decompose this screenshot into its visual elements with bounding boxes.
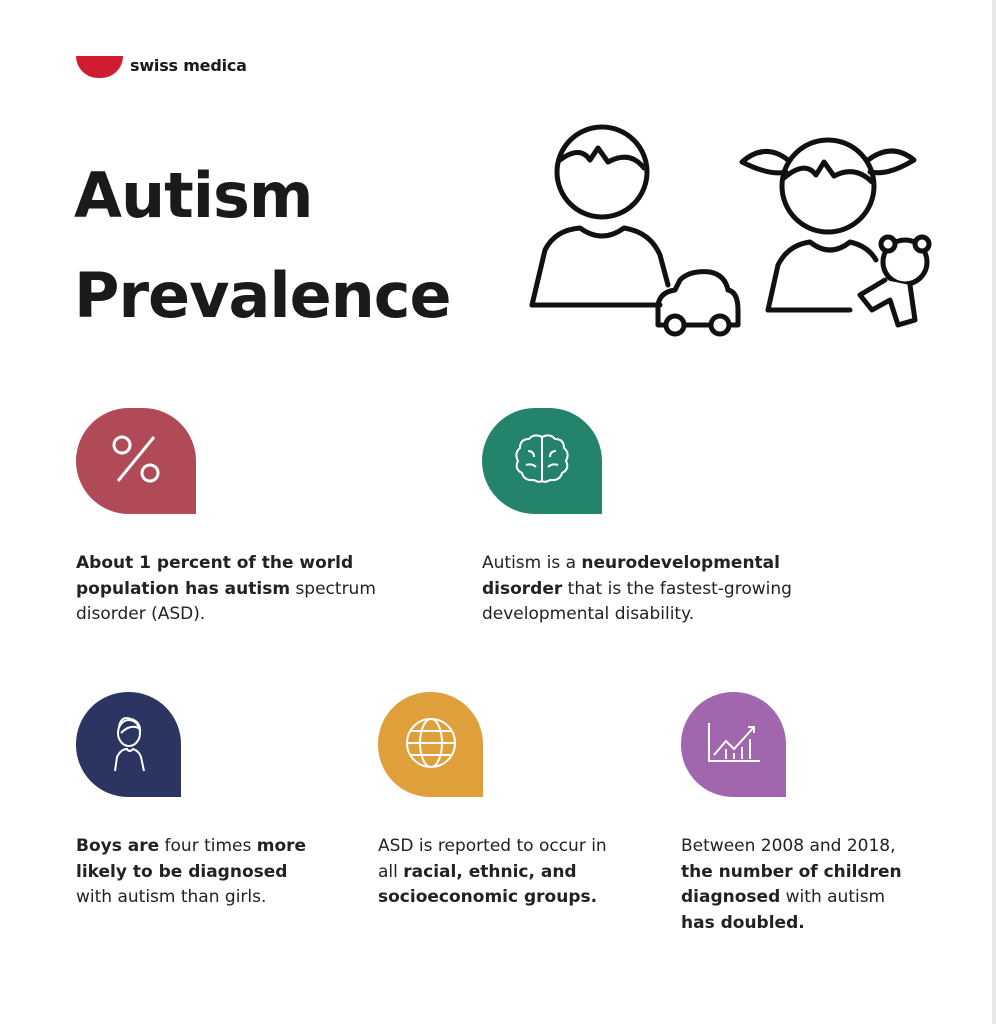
brain-icon	[512, 431, 572, 491]
chart-icon	[706, 721, 762, 769]
fact-text: ASD is reported to occur in all racial, …	[378, 834, 628, 911]
title-line-1: Autism	[74, 159, 314, 232]
page-edge	[992, 0, 996, 1024]
fact-text: Boys are four times more likely to be di…	[76, 834, 326, 911]
fact-text-regular: ASD is reported to occur in all	[378, 836, 607, 882]
fact-text: Autism is a neurodevelopmental disorder …	[482, 551, 822, 628]
title-line-2: Prevalence	[74, 259, 452, 332]
fact-text-bold: neurodevelopmental disorder	[482, 553, 780, 599]
boy-figure-icon	[529, 124, 671, 308]
fact-text-bold: has doubled.	[681, 912, 805, 933]
fact-text-regular: Between 2008 and 2018,	[681, 836, 896, 856]
fact-icon-badge	[378, 692, 483, 797]
brand-logo-mark	[76, 56, 123, 78]
page-title: Autism Prevalence	[74, 146, 452, 346]
percent-icon	[104, 427, 168, 495]
children-illustration	[529, 124, 932, 337]
toy-car-icon	[655, 269, 741, 337]
fact-text-bold: the number of children diagnosed	[681, 861, 902, 908]
fact-text-bold: more likely to be diagnosed	[76, 836, 307, 882]
brand-name: swiss medica	[130, 56, 247, 75]
globe-icon	[403, 715, 459, 775]
fact-text-regular: Autism is a	[482, 553, 582, 573]
fact-icon-badge	[76, 408, 196, 514]
fact-text-regular: with autism	[780, 887, 886, 907]
boy-icon	[107, 713, 151, 777]
fact-text: Between 2008 and 2018, the number of chi…	[681, 834, 921, 936]
fact-text-regular: spectrum disorder (ASD).	[76, 578, 376, 625]
fact-text-regular: four times	[159, 836, 257, 856]
fact-icon-badge	[681, 692, 786, 797]
fact-text: About 1 percent of the world population …	[76, 551, 406, 628]
fact-text-regular: with autism than girls.	[76, 887, 267, 907]
fact-icon-badge	[76, 692, 181, 797]
teddy-bear-icon	[857, 234, 932, 328]
girl-figure-icon	[739, 137, 917, 313]
fact-text-bold: About 1 percent of the world population …	[76, 553, 354, 599]
fact-text-bold: Boys are	[76, 836, 160, 856]
fact-text-bold: racial, ethnic, and socioeconomic groups…	[378, 861, 598, 908]
fact-text-regular: that is the fastest-growing developmenta…	[482, 578, 792, 625]
fact-icon-badge	[482, 408, 602, 514]
